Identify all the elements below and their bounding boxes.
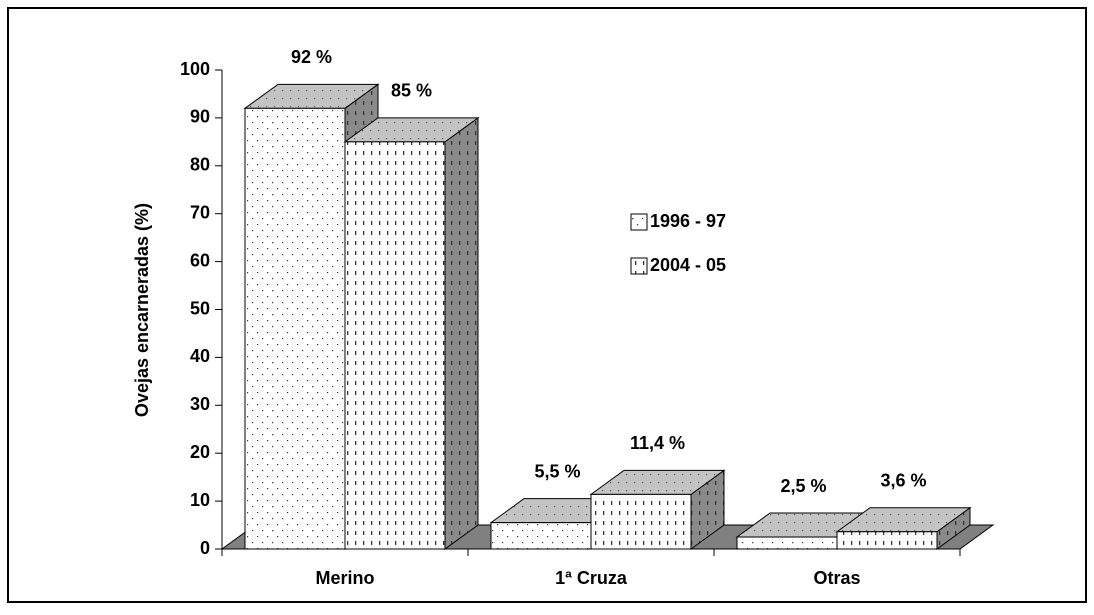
value-label: 92 % xyxy=(291,47,332,67)
y-tick-label: 20 xyxy=(190,442,210,462)
x-tick-label: Otras xyxy=(813,568,860,588)
y-tick-label: 90 xyxy=(190,107,210,127)
legend-swatch xyxy=(630,257,648,275)
value-label: 5,5 % xyxy=(534,461,580,481)
y-tick-label: 0 xyxy=(200,538,210,558)
legend-label: 1996 - 97 xyxy=(650,211,726,231)
y-tick-label: 30 xyxy=(190,394,210,414)
bar xyxy=(490,522,592,550)
value-label: 85 % xyxy=(391,81,432,101)
bar xyxy=(736,536,838,550)
value-label: 2,5 % xyxy=(780,476,826,496)
y-axis-label: Ovejas encarneradas (%) xyxy=(132,203,152,417)
bar xyxy=(344,141,446,550)
x-tick-label: 1ª Cruza xyxy=(555,568,628,588)
y-tick-label: 80 xyxy=(190,155,210,175)
bar xyxy=(590,493,692,550)
legend-label: 2004 - 05 xyxy=(650,255,726,275)
bar-side xyxy=(444,116,479,550)
value-label: 3,6 % xyxy=(880,471,926,491)
y-tick-label: 50 xyxy=(190,298,210,318)
value-label: 11,4 % xyxy=(630,433,685,453)
y-tick-label: 70 xyxy=(190,202,210,222)
bar xyxy=(836,531,938,550)
y-tick-label: 10 xyxy=(190,490,210,510)
y-tick-label: 40 xyxy=(190,346,210,366)
x-tick-label: Merino xyxy=(315,568,374,588)
legend-swatch xyxy=(630,213,648,231)
y-tick-label: 100 xyxy=(180,59,210,79)
bar xyxy=(244,107,346,550)
y-tick-label: 60 xyxy=(190,250,210,270)
